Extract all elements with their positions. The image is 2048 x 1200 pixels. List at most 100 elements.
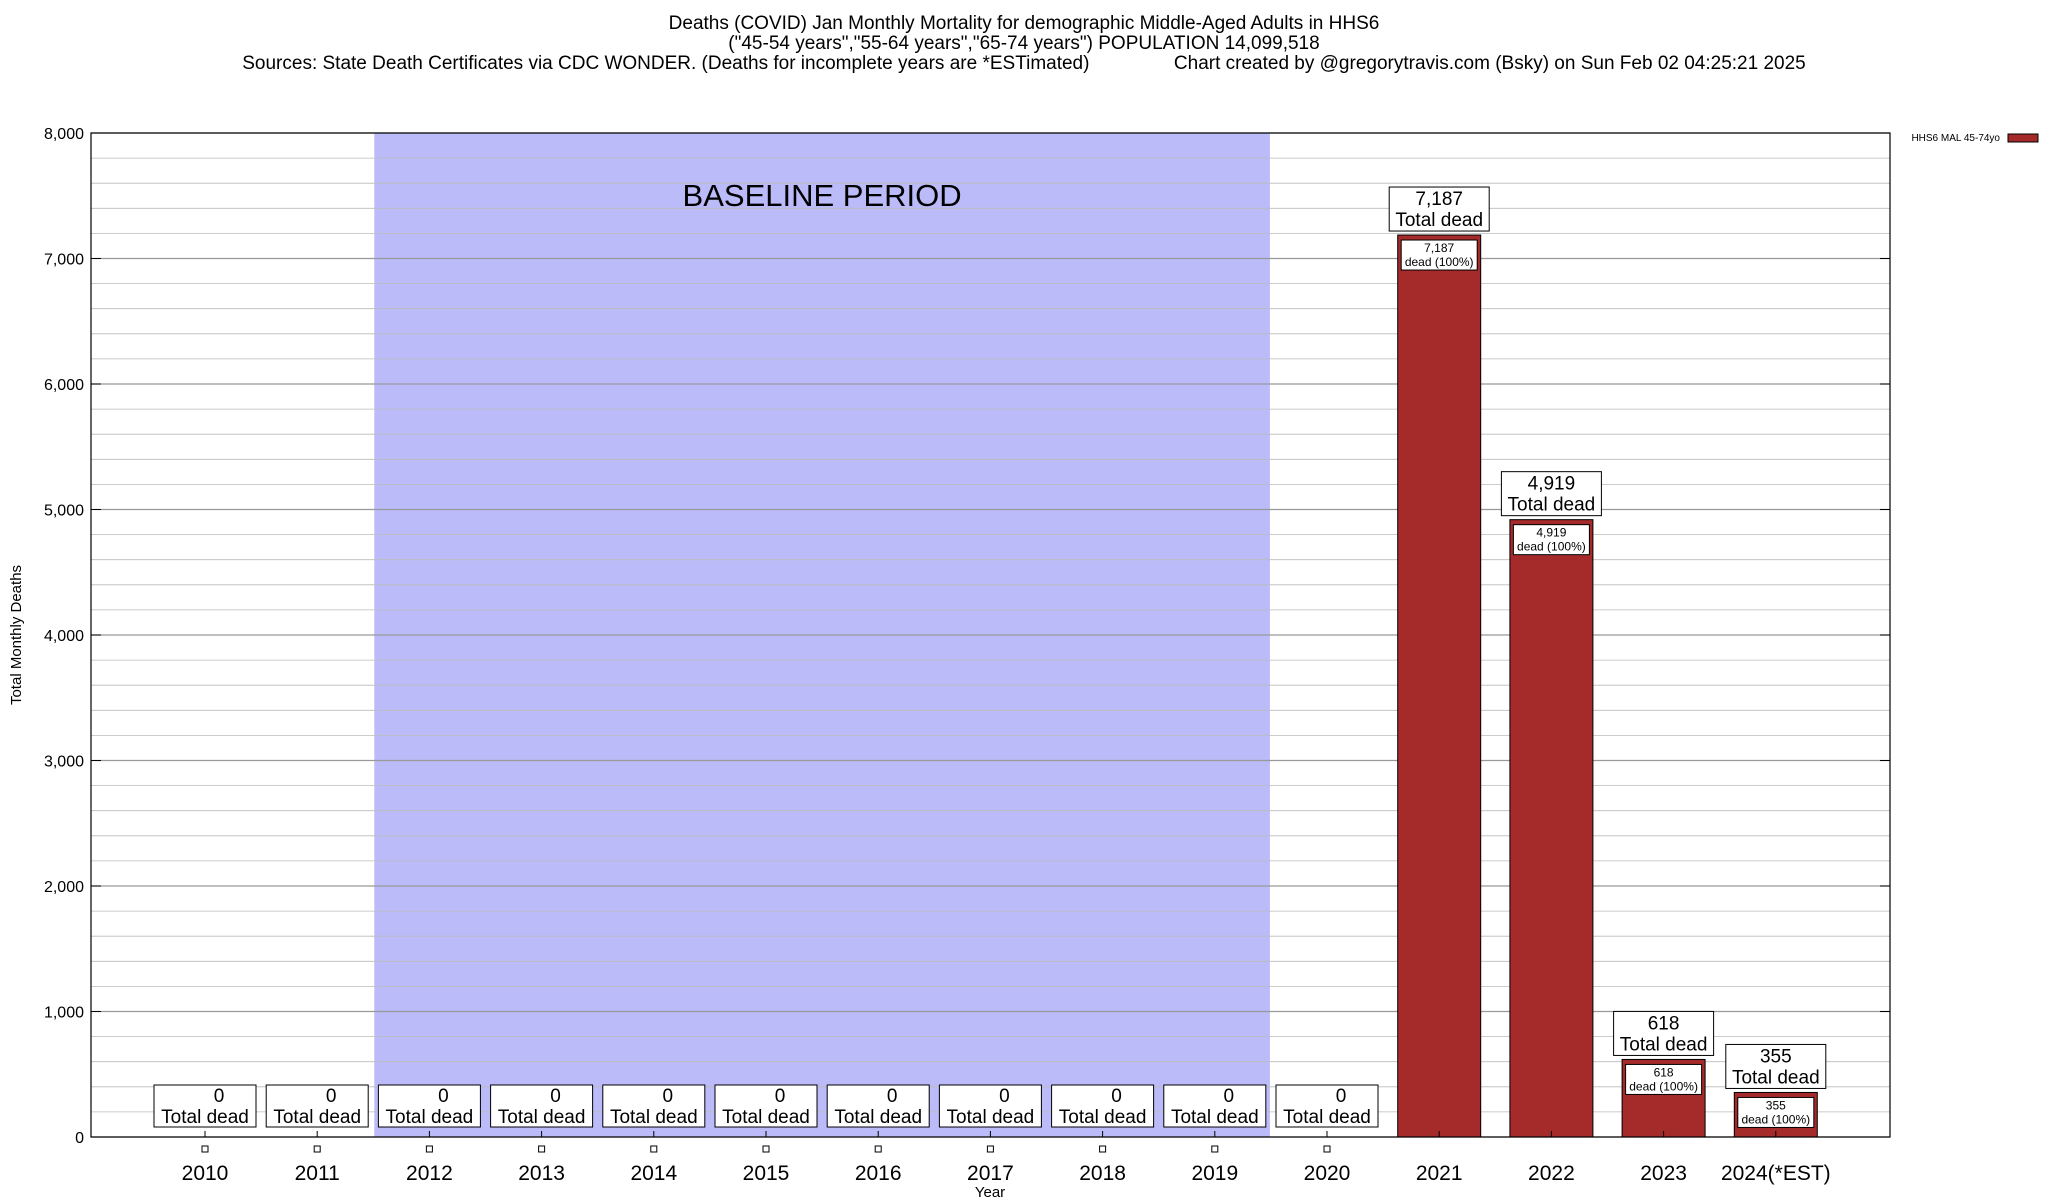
baseline-period-label: BASELINE PERIOD — [683, 178, 962, 213]
total-label-box — [1613, 1010, 1715, 1056]
total-label-box — [826, 1084, 930, 1128]
zero-value-marker — [986, 1145, 994, 1153]
total-suffix-label: Total dead — [947, 1107, 1035, 1128]
x-tick-label-2024(*EST): 2024(*EST) — [1721, 1162, 1831, 1185]
inner-percent-label: dead (100%) — [1405, 255, 1474, 269]
inner-value-label: 355 — [1766, 1098, 1786, 1112]
inner-value-label: 618 — [1654, 1065, 1674, 1079]
y-tick-label: 8,000 — [44, 126, 84, 143]
zero-value-marker — [425, 1145, 433, 1153]
zero-value-marker — [313, 1145, 321, 1153]
total-label-box — [1163, 1084, 1267, 1128]
zero-value-marker — [201, 1145, 209, 1153]
total-suffix-label: Total dead — [1732, 1067, 1820, 1088]
chart-title-line-3: Sources: State Death Certificates via CD… — [242, 53, 1806, 74]
total-value-label: 7,187 — [1415, 189, 1463, 210]
total-suffix-label: Total dead — [386, 1107, 474, 1128]
x-tick-label-2020: 2020 — [1304, 1162, 1351, 1185]
total-value-label: 4,919 — [1528, 474, 1576, 495]
x-axis-title: Year — [975, 1184, 1005, 1200]
total-value-label: 618 — [1648, 1013, 1680, 1034]
y-tick-label: 5,000 — [44, 503, 84, 520]
zero-value-marker — [1099, 1145, 1107, 1153]
total-suffix-label: Total dead — [610, 1107, 698, 1128]
y-tick-label: 4,000 — [44, 628, 84, 645]
x-tick-label-2021: 2021 — [1416, 1162, 1463, 1185]
x-tick-label-2010: 2010 — [182, 1162, 229, 1185]
total-label-box — [490, 1084, 594, 1128]
zero-value-marker — [1323, 1145, 1331, 1153]
total-value-label: 0 — [775, 1086, 786, 1107]
y-tick-label: 1,000 — [44, 1005, 84, 1022]
total-suffix-label: Total dead — [498, 1107, 586, 1128]
y-tick-label: 0 — [75, 1130, 84, 1147]
total-value-label: 355 — [1760, 1046, 1792, 1067]
total-label-box — [265, 1084, 369, 1128]
x-tick-label-2023: 2023 — [1640, 1162, 1687, 1185]
total-suffix-label: Total dead — [1395, 210, 1483, 231]
x-tick-label-2011: 2011 — [295, 1162, 340, 1185]
total-value-label: 0 — [663, 1086, 674, 1107]
legend-label: HHS6 MAL 45-74yo — [1911, 133, 2000, 144]
total-value-label: 0 — [1224, 1086, 1235, 1107]
total-value-label: 0 — [999, 1086, 1010, 1107]
bar-2022 — [1509, 519, 1594, 1138]
y-tick-label: 2,000 — [44, 879, 84, 896]
total-value-label: 0 — [550, 1086, 561, 1107]
total-label-box — [377, 1084, 481, 1128]
total-value-label: 0 — [1111, 1086, 1122, 1107]
total-suffix-label: Total dead — [273, 1107, 361, 1128]
inner-label-box — [1400, 239, 1478, 271]
total-value-label: 0 — [887, 1086, 898, 1107]
total-value-label: 0 — [438, 1086, 449, 1107]
inner-label-box — [1737, 1096, 1815, 1128]
zero-value-marker — [538, 1145, 546, 1153]
chart-title-line-1: Deaths (COVID) Jan Monthly Mortality for… — [668, 13, 1380, 34]
y-axis-title: Total Monthly Deaths — [8, 565, 25, 705]
x-tick-label-2012: 2012 — [406, 1162, 453, 1185]
total-suffix-label: Total dead — [1620, 1034, 1708, 1055]
plot-frame — [90, 132, 1891, 1138]
total-label-box — [1725, 1043, 1827, 1089]
total-value-label: 0 — [326, 1086, 337, 1107]
inner-label-box — [1625, 1063, 1703, 1095]
chart-title-line-2: ("45-54 years","55-64 years","65-74 year… — [728, 33, 1320, 54]
total-label-box — [602, 1084, 706, 1128]
total-label-box — [1051, 1084, 1155, 1128]
y-tick-label: 7,000 — [44, 252, 84, 269]
total-label-box — [153, 1084, 257, 1128]
x-tick-label-2016: 2016 — [855, 1162, 902, 1185]
inner-label-box — [1512, 524, 1590, 556]
total-suffix-label: Total dead — [1171, 1107, 1259, 1128]
x-tick-label-2013: 2013 — [518, 1162, 565, 1185]
zero-value-marker — [762, 1145, 770, 1153]
x-tick-label-2017: 2017 — [967, 1162, 1014, 1185]
total-value-label: 0 — [1336, 1086, 1347, 1107]
total-suffix-label: Total dead — [834, 1107, 922, 1128]
total-label-box — [938, 1084, 1042, 1128]
inner-value-label: 4,919 — [1536, 526, 1566, 540]
bar-2021 — [1397, 234, 1482, 1138]
x-tick-label-2014: 2014 — [630, 1162, 677, 1185]
zero-value-marker — [1211, 1145, 1219, 1153]
total-suffix-label: Total dead — [1283, 1107, 1371, 1128]
y-tick-label: 3,000 — [44, 754, 84, 771]
x-tick-label-2015: 2015 — [743, 1162, 790, 1185]
total-label-box — [1500, 471, 1602, 517]
x-tick-label-2022: 2022 — [1528, 1162, 1575, 1185]
total-suffix-label: Total dead — [722, 1107, 810, 1128]
total-value-label: 0 — [214, 1086, 225, 1107]
inner-percent-label: dead (100%) — [1517, 540, 1586, 554]
y-tick-label: 6,000 — [44, 377, 84, 394]
inner-value-label: 7,187 — [1424, 241, 1454, 255]
zero-value-marker — [874, 1145, 882, 1153]
legend-swatch — [2007, 133, 2039, 143]
total-label-box — [1275, 1084, 1379, 1128]
total-label-box — [1388, 186, 1490, 232]
inner-percent-label: dead (100%) — [1629, 1079, 1698, 1093]
inner-percent-label: dead (100%) — [1741, 1112, 1810, 1126]
total-suffix-label: Total dead — [1508, 495, 1596, 516]
x-tick-label-2019: 2019 — [1191, 1162, 1238, 1185]
zero-value-marker — [650, 1145, 658, 1153]
